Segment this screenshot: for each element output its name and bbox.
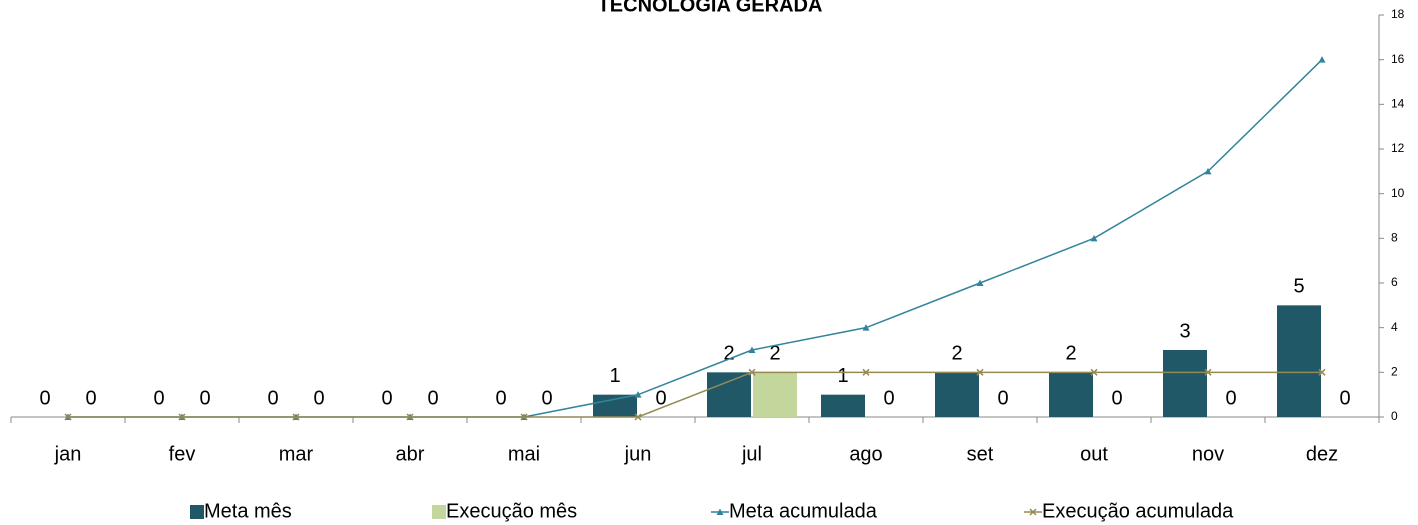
x-tick-label: jun <box>624 443 652 465</box>
data-label: 0 <box>381 387 392 409</box>
data-label: 0 <box>997 387 1008 409</box>
data-label: 0 <box>267 387 278 409</box>
x-tick-label: dez <box>1306 443 1338 465</box>
y-tick-label: 4 <box>1391 320 1398 334</box>
data-label: 0 <box>541 387 552 409</box>
data-label: 0 <box>1111 387 1122 409</box>
data-label: 0 <box>655 387 666 409</box>
chart-title: TECNOLOGIA GERADA <box>598 0 823 16</box>
x-tick-label: ago <box>849 443 882 465</box>
line-marker <box>976 279 984 286</box>
y-tick-label: 14 <box>1391 97 1405 111</box>
line <box>68 59 1323 418</box>
x-tick-label: out <box>1080 443 1108 465</box>
bar <box>707 372 751 417</box>
legend-label: Meta acumulada <box>729 500 878 522</box>
x-tick-label: fev <box>169 443 196 465</box>
line-marker <box>64 413 72 421</box>
data-label: 2 <box>951 343 962 365</box>
data-label: 0 <box>199 387 210 409</box>
line-marker <box>1318 368 1326 376</box>
x-tick-label: mar <box>279 443 314 465</box>
bar <box>593 394 637 417</box>
y-tick-label: 6 <box>1391 275 1398 289</box>
bar <box>1277 305 1321 417</box>
data-label: 0 <box>495 387 506 409</box>
line-marker <box>178 413 186 421</box>
data-label: 0 <box>1339 387 1350 409</box>
line-marker <box>634 391 642 398</box>
line-marker <box>520 413 528 421</box>
data-label: 0 <box>39 387 50 409</box>
legend-label: Execução mês <box>446 500 577 522</box>
data-label: 0 <box>427 387 438 409</box>
line-marker <box>716 508 724 515</box>
x-tick-label: abr <box>396 443 425 465</box>
line-marker <box>1029 508 1037 516</box>
line-marker <box>862 324 870 331</box>
x-tick-label: set <box>967 443 994 465</box>
legend-swatch <box>432 505 446 519</box>
y-tick-label: 8 <box>1391 231 1398 245</box>
bar <box>1049 372 1093 417</box>
y-tick-label: 18 <box>1391 7 1405 21</box>
line-marker <box>292 413 300 421</box>
line-marker <box>748 346 756 353</box>
data-label: 3 <box>1179 320 1190 342</box>
y-tick-label: 2 <box>1391 365 1398 379</box>
line <box>68 371 1322 418</box>
y-tick-label: 10 <box>1391 186 1405 200</box>
x-tick-label: nov <box>1192 443 1224 465</box>
data-label: 0 <box>85 387 96 409</box>
line-marker <box>862 368 870 376</box>
data-label: 0 <box>1225 387 1236 409</box>
bar <box>935 372 979 417</box>
data-label: 2 <box>723 343 734 365</box>
data-label: 1 <box>837 365 848 387</box>
bar <box>753 372 797 417</box>
data-label: 0 <box>883 387 894 409</box>
data-label: 2 <box>769 343 780 365</box>
line-marker <box>976 368 984 376</box>
y-tick-label: 12 <box>1391 141 1405 155</box>
line-marker <box>1090 368 1098 376</box>
data-label: 2 <box>1065 343 1076 365</box>
legend-label: Meta mês <box>204 500 292 522</box>
y-tick-label: 16 <box>1391 52 1405 66</box>
line-marker <box>1204 368 1212 376</box>
line-marker <box>1318 56 1326 63</box>
bar <box>821 394 865 417</box>
y-tick-label: 0 <box>1391 409 1398 423</box>
x-tick-label: jul <box>741 443 762 465</box>
data-label: 1 <box>609 365 620 387</box>
line-marker <box>634 413 642 421</box>
data-label: 0 <box>153 387 164 409</box>
data-label: 0 <box>313 387 324 409</box>
line-marker <box>748 368 756 376</box>
data-label: 5 <box>1293 276 1304 298</box>
bar <box>1163 350 1207 417</box>
line-marker <box>1090 234 1098 242</box>
legend-label: Execução acumulada <box>1042 500 1234 522</box>
line-marker <box>1204 167 1212 175</box>
line-marker <box>406 413 414 421</box>
x-tick-label: mai <box>508 443 540 465</box>
x-tick-label: jan <box>54 443 82 465</box>
legend-swatch <box>190 505 204 519</box>
